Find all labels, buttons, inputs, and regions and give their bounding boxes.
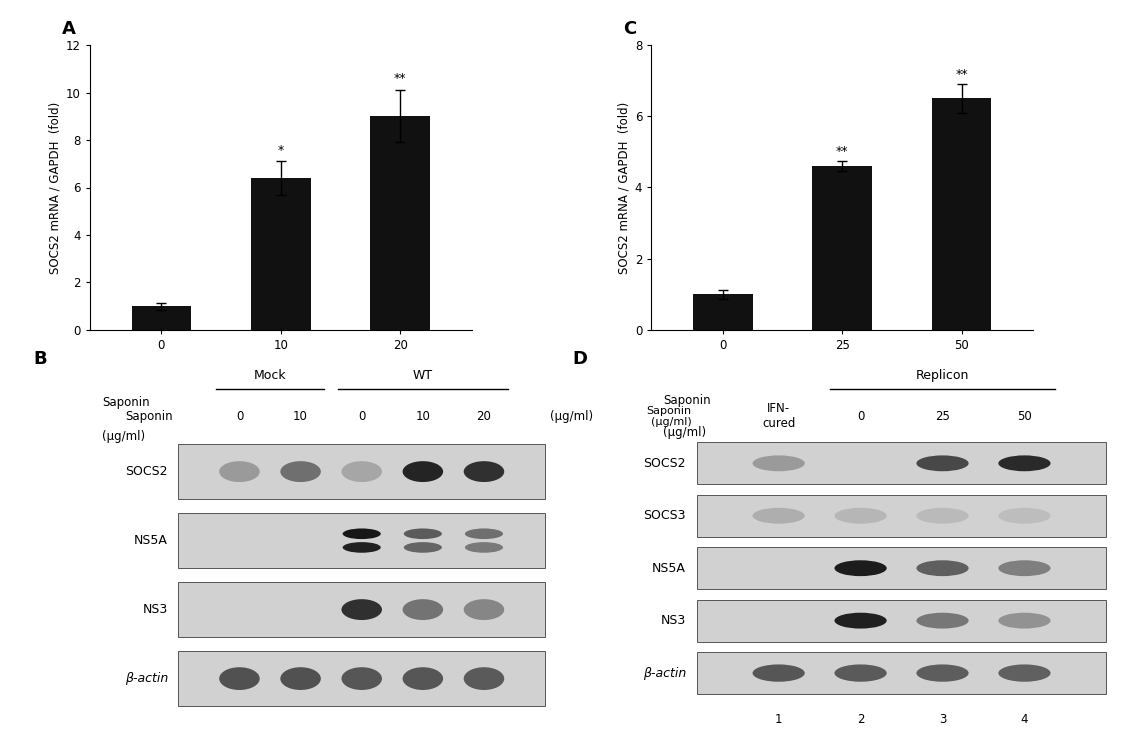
Text: 25: 25 — [935, 410, 950, 423]
Text: 0: 0 — [358, 410, 365, 423]
Text: (μg/ml): (μg/ml) — [550, 410, 593, 423]
Ellipse shape — [464, 461, 504, 482]
Bar — [693, 294, 752, 330]
Text: 10: 10 — [416, 410, 430, 423]
Text: (μg/ml): (μg/ml) — [664, 426, 706, 439]
Ellipse shape — [998, 560, 1050, 576]
Ellipse shape — [998, 613, 1050, 628]
Ellipse shape — [404, 529, 442, 539]
Text: 0: 0 — [236, 410, 244, 423]
Text: SOCS3: SOCS3 — [643, 509, 686, 522]
Bar — [131, 306, 191, 330]
Text: Saponin: Saponin — [102, 397, 149, 410]
FancyBboxPatch shape — [179, 513, 545, 568]
Ellipse shape — [465, 542, 503, 553]
Text: **: ** — [394, 73, 407, 86]
Text: C: C — [623, 20, 637, 38]
Text: 20: 20 — [476, 410, 492, 423]
Text: **: ** — [956, 68, 968, 81]
Text: (μg/ml): (μg/ml) — [102, 430, 145, 442]
Ellipse shape — [402, 668, 444, 690]
Ellipse shape — [916, 455, 969, 471]
Text: NS5A: NS5A — [652, 562, 686, 574]
Ellipse shape — [834, 560, 887, 576]
Ellipse shape — [281, 668, 321, 690]
Ellipse shape — [998, 664, 1050, 682]
Bar — [932, 98, 992, 330]
Ellipse shape — [219, 461, 259, 482]
Ellipse shape — [834, 508, 887, 524]
Ellipse shape — [404, 542, 442, 553]
Text: NS5A: NS5A — [134, 534, 168, 547]
Ellipse shape — [752, 664, 805, 682]
Ellipse shape — [402, 599, 444, 620]
Ellipse shape — [465, 529, 503, 539]
Y-axis label: SOCS2 mRNA / GAPDH  (fold): SOCS2 mRNA / GAPDH (fold) — [48, 101, 62, 274]
Text: 50: 50 — [1017, 410, 1032, 423]
Text: IFN-
cured: IFN- cured — [763, 403, 795, 430]
Bar — [250, 178, 311, 330]
FancyBboxPatch shape — [696, 600, 1106, 641]
Ellipse shape — [916, 613, 969, 628]
Text: 1: 1 — [775, 713, 783, 726]
Ellipse shape — [402, 461, 444, 482]
Ellipse shape — [341, 461, 382, 482]
Text: 0: 0 — [857, 410, 865, 423]
Text: 3: 3 — [939, 713, 947, 726]
FancyBboxPatch shape — [696, 652, 1106, 694]
Ellipse shape — [834, 664, 887, 682]
Text: Mock: Mock — [254, 369, 286, 382]
Text: Replicon: Replicon — [916, 369, 969, 382]
Ellipse shape — [916, 508, 969, 524]
Text: **: ** — [836, 145, 849, 158]
Text: WT: WT — [413, 369, 432, 382]
Ellipse shape — [834, 613, 887, 628]
Ellipse shape — [343, 542, 381, 553]
Ellipse shape — [219, 668, 259, 690]
Ellipse shape — [464, 599, 504, 620]
Text: B: B — [34, 350, 47, 368]
Text: Saponin: Saponin — [126, 410, 173, 423]
Text: *: * — [277, 144, 284, 157]
Text: NS3: NS3 — [143, 603, 168, 616]
Y-axis label: SOCS2 mRNA / GAPDH  (fold): SOCS2 mRNA / GAPDH (fold) — [618, 101, 631, 274]
Bar — [812, 166, 873, 330]
Ellipse shape — [916, 664, 969, 682]
Ellipse shape — [341, 668, 382, 690]
Text: 10: 10 — [293, 410, 308, 423]
Text: D: D — [573, 350, 587, 368]
Ellipse shape — [998, 508, 1050, 524]
Text: 2: 2 — [857, 713, 865, 726]
FancyBboxPatch shape — [696, 548, 1106, 590]
FancyBboxPatch shape — [179, 444, 545, 500]
Text: β-actin: β-actin — [125, 672, 168, 685]
FancyBboxPatch shape — [179, 582, 545, 638]
Ellipse shape — [464, 668, 504, 690]
Ellipse shape — [341, 599, 382, 620]
Bar — [371, 116, 430, 330]
Ellipse shape — [752, 508, 805, 524]
Ellipse shape — [343, 529, 381, 539]
Ellipse shape — [998, 455, 1050, 471]
Text: A: A — [62, 20, 75, 38]
Ellipse shape — [281, 461, 321, 482]
Text: Saponin: Saponin — [664, 394, 711, 407]
Ellipse shape — [752, 455, 805, 471]
Text: SOCS2: SOCS2 — [643, 457, 686, 470]
Text: β-actin: β-actin — [642, 667, 686, 680]
Text: NS3: NS3 — [660, 614, 686, 627]
Text: SOCS2: SOCS2 — [126, 465, 168, 478]
FancyBboxPatch shape — [696, 442, 1106, 485]
Ellipse shape — [916, 560, 969, 576]
FancyBboxPatch shape — [696, 495, 1106, 537]
Text: 4: 4 — [1021, 713, 1029, 726]
Text: Saponin
(μg/ml): Saponin (μg/ml) — [646, 406, 692, 427]
FancyBboxPatch shape — [179, 651, 545, 706]
